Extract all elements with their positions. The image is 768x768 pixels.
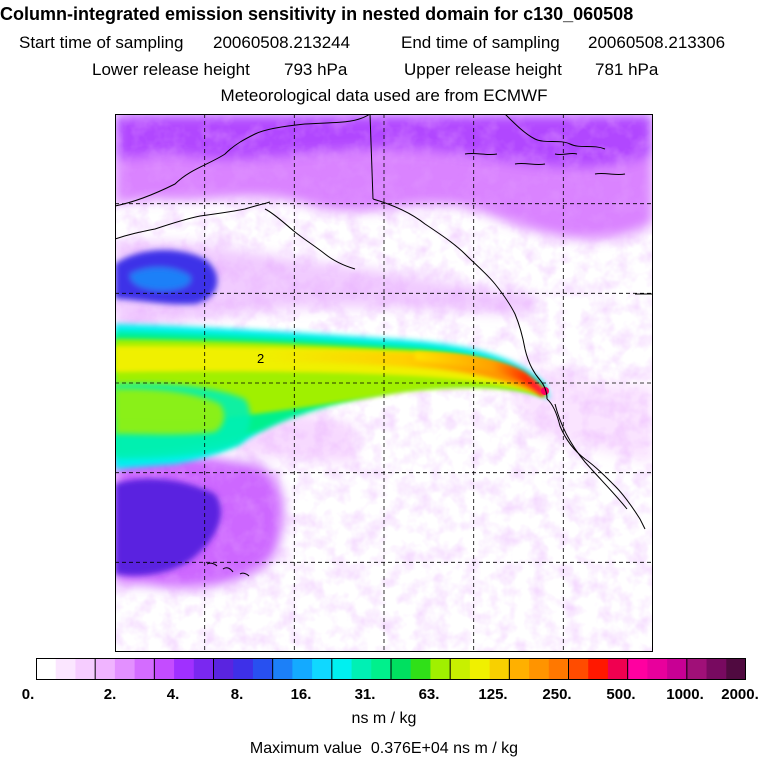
color-scale-swatch bbox=[529, 658, 550, 680]
color-scale-swatch bbox=[588, 658, 609, 680]
color-scale-swatch bbox=[351, 658, 372, 680]
tick-label: 500. bbox=[606, 686, 636, 703]
end-time-value: 20060508.213306 bbox=[588, 33, 726, 52]
end-time-label: End time of sampling bbox=[401, 33, 560, 52]
emission-plume bbox=[115, 324, 550, 469]
start-time-value: 20060508.213244 bbox=[213, 33, 351, 52]
color-scale-swatch bbox=[36, 658, 57, 680]
upper-release-label: Upper release height bbox=[404, 60, 562, 79]
color-scale-swatch bbox=[667, 658, 688, 680]
color-scale-swatch bbox=[312, 658, 333, 680]
color-scale-swatch bbox=[55, 658, 76, 680]
color-scale-swatch bbox=[95, 658, 116, 680]
tick-label: 31. bbox=[354, 686, 376, 703]
map-panel: 2 bbox=[115, 114, 653, 652]
color-scale-swatch bbox=[233, 658, 254, 680]
color-scale-swatch bbox=[430, 658, 451, 680]
tick-label: 2. bbox=[103, 686, 117, 703]
color-scale-swatch bbox=[272, 658, 293, 680]
max-units: ns m / kg bbox=[453, 740, 519, 757]
tick-label: 4. bbox=[166, 686, 180, 703]
color-scale-swatch bbox=[154, 658, 175, 680]
sensitivity-field-mid bbox=[115, 249, 221, 576]
release-point-marker bbox=[541, 387, 549, 395]
color-scale-swatch bbox=[134, 658, 155, 680]
color-scale-units: ns m / kg bbox=[351, 710, 417, 727]
color-scale-swatch bbox=[252, 658, 274, 680]
color-scale-swatch bbox=[509, 658, 530, 680]
lower-release-value: 793 hPa bbox=[284, 60, 348, 79]
color-scale-swatch bbox=[371, 658, 392, 680]
color-scale-swatch bbox=[193, 658, 214, 680]
maximum-value-line: Maximum value 0.376E+04 ns m / kg bbox=[0, 740, 768, 758]
color-scale-swatch bbox=[489, 658, 510, 680]
color-scale-swatch bbox=[568, 658, 589, 680]
max-label: Maximum value bbox=[249, 740, 362, 757]
color-scale-swatch bbox=[450, 658, 471, 680]
tick-label: 8. bbox=[230, 686, 244, 703]
color-scale-bar bbox=[36, 658, 746, 680]
tick-label: 63. bbox=[418, 686, 440, 703]
color-scale-swatch bbox=[548, 658, 569, 680]
color-scale-border bbox=[36, 658, 746, 680]
coastlines bbox=[115, 114, 653, 577]
plume-contour-label: 2 bbox=[257, 351, 264, 366]
map-frame-border bbox=[115, 114, 653, 652]
color-scale-swatch bbox=[706, 658, 727, 680]
color-scale-swatch bbox=[410, 658, 431, 680]
tick-label: 1000. bbox=[666, 686, 704, 703]
plot-title: Column-integrated emission sensitivity i… bbox=[0, 4, 634, 24]
color-scale-swatch bbox=[213, 658, 234, 680]
color-scale-swatch bbox=[647, 658, 668, 680]
tick-label: 2000. bbox=[721, 686, 759, 703]
color-scale-swatch bbox=[726, 658, 746, 680]
start-time-label: Start time of sampling bbox=[19, 33, 184, 52]
color-scale-swatch bbox=[627, 658, 648, 680]
lower-release-label: Lower release height bbox=[92, 60, 250, 79]
color-scale-swatch bbox=[686, 658, 708, 680]
map-canvas: 2 bbox=[115, 114, 653, 652]
color-scale-swatch bbox=[331, 658, 353, 680]
met-data-note: Meteorological data used are from ECMWF bbox=[220, 86, 548, 105]
max-value: 0.376E+04 bbox=[370, 740, 449, 757]
color-scale-swatch bbox=[174, 658, 195, 680]
tick-label: 16. bbox=[290, 686, 312, 703]
color-scale-swatch bbox=[292, 658, 313, 680]
color-scale-swatch bbox=[391, 658, 412, 680]
lat-lon-grid bbox=[115, 114, 653, 652]
color-scale-swatch bbox=[607, 658, 629, 680]
color-scale-swatch bbox=[75, 658, 96, 680]
tick-label: 0. bbox=[21, 686, 35, 703]
tick-label: 125. bbox=[478, 686, 508, 703]
tick-label: 250. bbox=[542, 686, 572, 703]
color-scale-swatch bbox=[114, 658, 136, 680]
upper-release-value: 781 hPa bbox=[595, 60, 659, 79]
color-scale-swatch bbox=[469, 658, 491, 680]
